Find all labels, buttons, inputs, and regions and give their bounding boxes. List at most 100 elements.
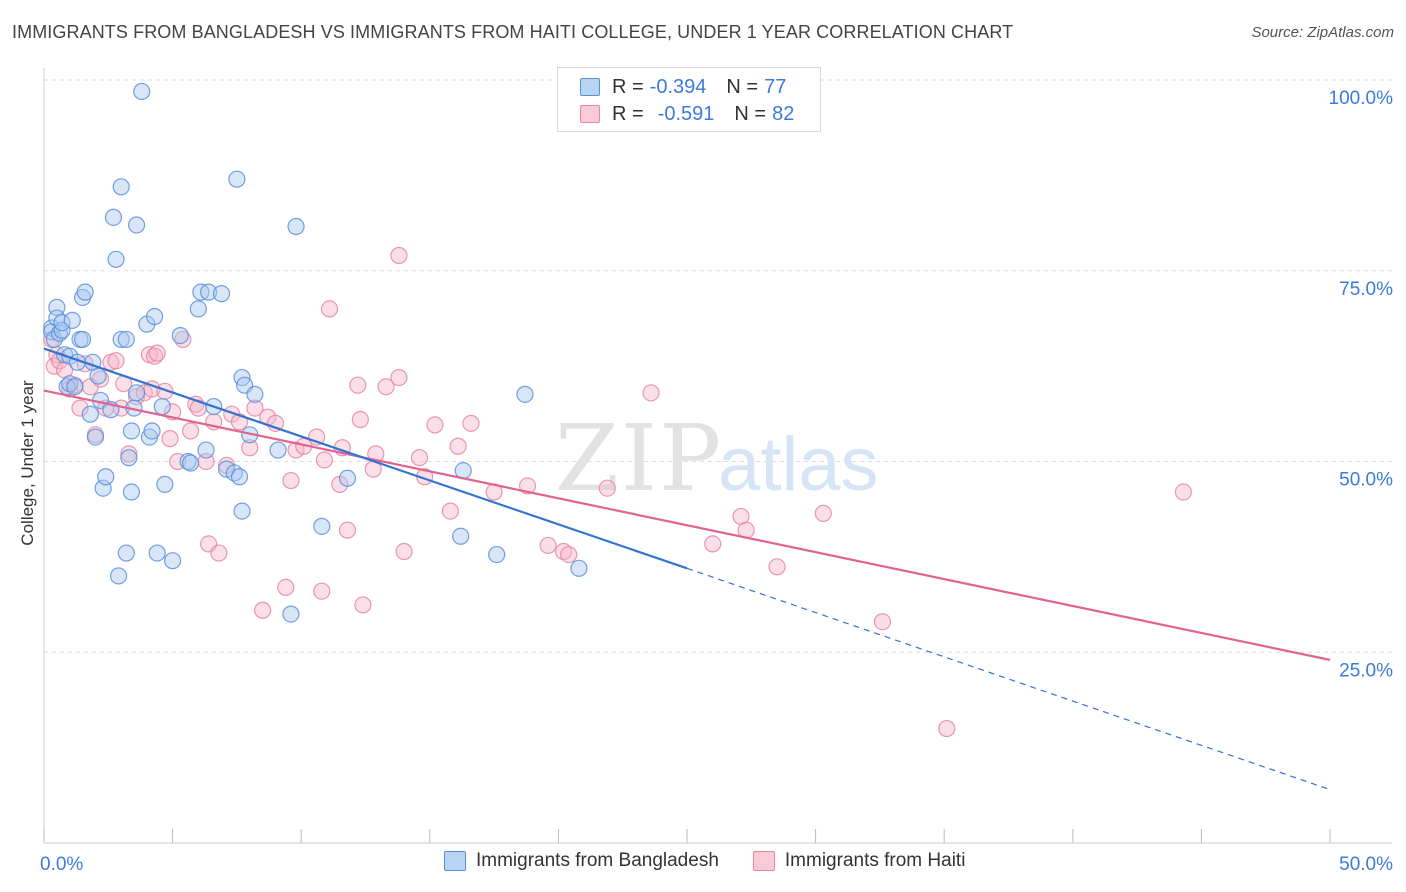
y-tick-label: 75.0% [1339, 279, 1393, 300]
data-point [539, 536, 557, 555]
data-point [246, 385, 264, 403]
bangladesh-swatch [580, 78, 600, 96]
data-point [642, 384, 660, 402]
data-point [117, 330, 135, 349]
data-point [171, 327, 189, 345]
trend-line-haiti [43, 389, 1331, 661]
data-point [598, 479, 616, 497]
legend-r-value: -0.394 [649, 75, 707, 98]
data-point [228, 170, 246, 188]
data-point [143, 422, 161, 440]
data-point [122, 483, 141, 501]
data-point [390, 246, 408, 265]
data-point [145, 307, 164, 326]
data-point [354, 596, 372, 614]
trend-lines [43, 347, 1331, 791]
data-point [814, 504, 832, 522]
trend-extension-bangladesh [686, 567, 1331, 791]
data-point [81, 405, 99, 423]
data-point [91, 370, 110, 388]
haiti-swatch [580, 105, 600, 123]
data-point [390, 368, 408, 387]
data-point [200, 283, 218, 301]
data-point [71, 399, 89, 417]
data-point [50, 324, 69, 342]
data-point [182, 454, 200, 472]
legend-r-label: R = [612, 75, 644, 98]
data-point [704, 535, 722, 553]
data-point [61, 375, 79, 393]
legend-n-label: N = [734, 102, 767, 125]
data-point [66, 378, 84, 396]
data-point [287, 217, 305, 236]
data-point [107, 352, 125, 370]
legend-item-label: Immigrants from Bangladesh [476, 850, 719, 871]
chart-title: IMMIGRANTS FROM BANGLADESH VS IMMIGRANTS… [12, 22, 1014, 42]
x-tick-label: 50.0% [1339, 854, 1393, 875]
data-point [338, 469, 357, 487]
data-point [53, 314, 71, 332]
data-point [76, 283, 94, 301]
y-tick-label: 50.0% [1339, 470, 1393, 491]
trend-line-bangladesh [43, 347, 688, 570]
data-point [97, 468, 115, 486]
data-point [120, 445, 138, 463]
data-point [117, 544, 135, 562]
watermark-atlas: atlas [718, 422, 879, 507]
data-point [254, 601, 272, 619]
data-point [73, 330, 92, 349]
data-point [462, 414, 480, 432]
data-point [161, 430, 179, 448]
y-tick-label: 25.0% [1339, 660, 1393, 681]
data-point [182, 422, 200, 440]
data-point [122, 422, 141, 440]
data-point [516, 385, 534, 403]
data-point [488, 545, 506, 564]
data-point [269, 441, 287, 459]
data-point [104, 208, 123, 226]
data-point [313, 517, 331, 535]
y-axis-title: College, Under 1 year [18, 380, 37, 546]
data-point [441, 502, 459, 520]
data-point [570, 559, 588, 577]
data-point [349, 376, 367, 394]
data-point [148, 344, 166, 362]
legend-row-bangladesh: R = -0.394 N = 77 [580, 74, 786, 100]
data-point [197, 441, 215, 459]
data-point [282, 471, 300, 490]
bangladesh-swatch [444, 851, 466, 871]
bangladesh-points [43, 82, 588, 623]
legend-n-value: 77 [764, 75, 787, 98]
gridlines [44, 79, 1392, 653]
data-point [560, 545, 578, 564]
data-point [395, 542, 413, 561]
data-point [452, 527, 470, 545]
data-point [554, 542, 573, 561]
data-point [338, 521, 357, 539]
y-tick-label: 100.0% [1329, 88, 1394, 109]
watermark-zip: ZIP [555, 405, 723, 512]
data-point [287, 441, 305, 459]
data-point [127, 384, 146, 402]
data-point [153, 397, 171, 416]
data-point [86, 428, 105, 446]
data-point [351, 410, 369, 429]
axes [43, 68, 1392, 844]
data-point [212, 285, 231, 303]
data-point [873, 613, 892, 631]
data-point [189, 300, 207, 318]
data-point [377, 378, 395, 396]
data-point [233, 502, 251, 520]
data-point [410, 449, 429, 467]
data-point [218, 460, 236, 478]
data-point [133, 82, 151, 101]
data-point [112, 178, 130, 196]
series-legend: Immigrants from Bangladesh Immigrants fr… [444, 850, 999, 872]
legend-item-label: Immigrants from Haiti [784, 850, 966, 871]
data-point [320, 300, 339, 318]
data-point [313, 582, 331, 600]
data-point [89, 367, 107, 385]
data-point [107, 250, 125, 268]
data-point [164, 552, 182, 570]
